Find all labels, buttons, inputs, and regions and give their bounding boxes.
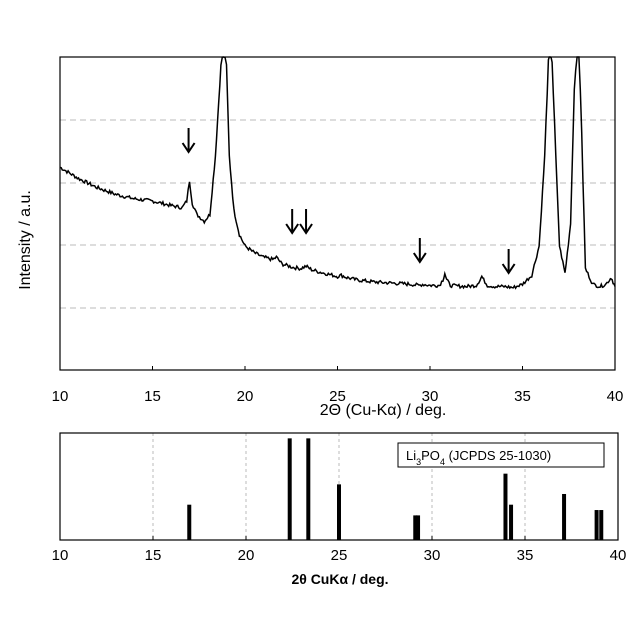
- peak-arrow: [183, 128, 195, 152]
- peak-arrow: [286, 209, 298, 233]
- bottom-panel: 10152025303540 Li3PO4 (JCPDS 25-1030) 2θ…: [52, 433, 627, 587]
- bottom-x-tick-label: 40: [610, 547, 627, 564]
- peak-arrow: [503, 249, 515, 273]
- reference-bar: [503, 474, 507, 540]
- reference-bar: [595, 510, 599, 540]
- xrd-pattern-line: [60, 57, 615, 288]
- bottom-x-tick-label: 15: [145, 547, 162, 564]
- top-x-tick-labels: 10152025303540: [52, 366, 624, 405]
- bottom-x-tick-label: 25: [331, 547, 348, 564]
- top-x-tick-label: 40: [607, 388, 624, 405]
- reference-bar: [288, 438, 292, 540]
- top-x-tick-label: 20: [237, 388, 254, 405]
- top-x-tick-label: 10: [52, 388, 69, 405]
- reference-bar: [306, 438, 310, 540]
- peak-arrow: [414, 238, 426, 262]
- legend-part-b: PO: [421, 448, 440, 463]
- reference-bar: [509, 505, 513, 540]
- top-x-tick-label: 35: [514, 388, 531, 405]
- bottom-x-tick-label: 20: [238, 547, 255, 564]
- reference-bar: [416, 515, 420, 540]
- bottom-x-axis-label: 2θ CuKα / deg.: [291, 571, 388, 587]
- legend-part-c: (JCPDS 25-1030): [445, 448, 551, 463]
- reference-bar: [337, 484, 341, 540]
- top-x-axis-label: 2Θ (Cu-Kα) / deg.: [320, 402, 447, 419]
- reference-bar: [562, 494, 566, 540]
- top-x-tick-label: 15: [144, 388, 161, 405]
- reference-bar: [187, 505, 191, 540]
- reference-bar: [599, 510, 603, 540]
- legend-part-a: Li: [406, 448, 416, 463]
- bottom-x-tick-label: 30: [424, 547, 441, 564]
- top-y-axis-label: Intensity / a.u.: [17, 190, 34, 290]
- bottom-x-tick-label: 10: [52, 547, 69, 564]
- top-gridlines: [60, 120, 615, 308]
- top-plot-frame: [60, 57, 615, 370]
- peak-arrow: [300, 209, 312, 233]
- bottom-x-tick-label: 35: [517, 547, 534, 564]
- top-panel: 10152025303540 2Θ (Cu-Kα) / deg. Intensi…: [17, 57, 623, 419]
